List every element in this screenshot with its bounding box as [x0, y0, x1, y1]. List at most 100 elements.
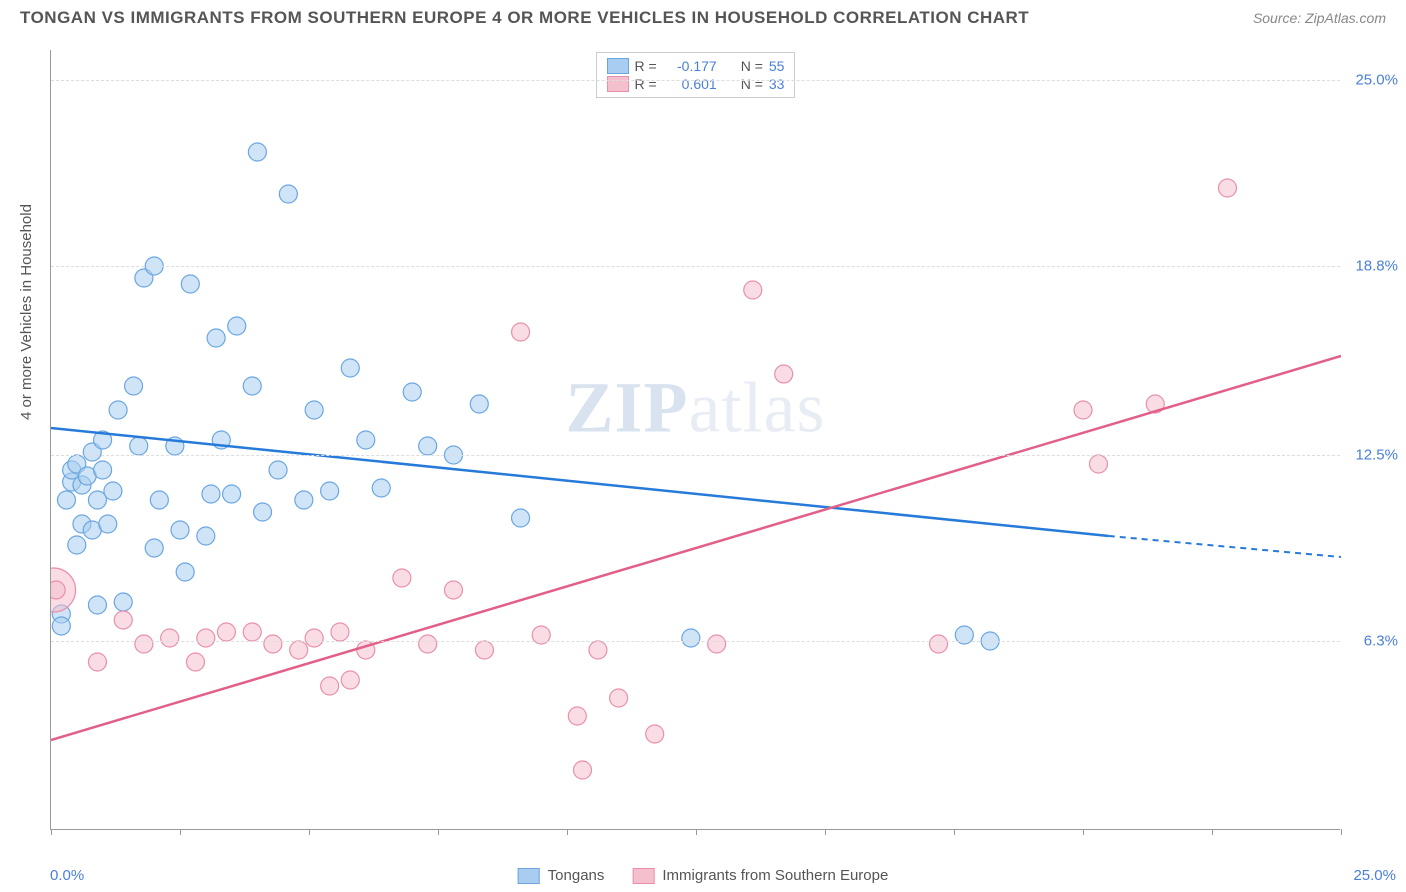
chart-title: TONGAN VS IMMIGRANTS FROM SOUTHERN EUROP… — [20, 8, 1029, 28]
data-point — [104, 482, 122, 500]
data-point — [186, 653, 204, 671]
data-point — [646, 725, 664, 743]
data-point — [150, 491, 168, 509]
data-point — [419, 635, 437, 653]
data-point — [202, 485, 220, 503]
legend-stat-row: R = 0.601 N = 33 — [607, 75, 785, 93]
gridline — [51, 266, 1340, 267]
data-point — [228, 317, 246, 335]
data-point — [305, 629, 323, 647]
data-point — [372, 479, 390, 497]
data-point — [279, 185, 297, 203]
x-tick — [1083, 829, 1084, 835]
data-point — [171, 521, 189, 539]
chart-plot-area: ZIPatlas R = -0.177 N = 55 R = 0.601 N =… — [50, 50, 1340, 830]
data-point — [88, 596, 106, 614]
data-point — [145, 539, 163, 557]
data-point — [99, 515, 117, 533]
data-point — [290, 641, 308, 659]
data-point — [403, 383, 421, 401]
data-point — [52, 617, 70, 635]
data-point — [94, 461, 112, 479]
data-point — [341, 359, 359, 377]
data-point — [589, 641, 607, 659]
data-point — [57, 491, 75, 509]
x-tick — [825, 829, 826, 835]
data-point — [223, 485, 241, 503]
y-axis-label: 4 or more Vehicles in Household — [18, 204, 35, 420]
x-tick — [309, 829, 310, 835]
x-tick — [51, 829, 52, 835]
data-point — [444, 581, 462, 599]
data-point — [243, 623, 261, 641]
data-point — [264, 635, 282, 653]
data-point — [573, 761, 591, 779]
data-point — [568, 707, 586, 725]
data-point — [512, 509, 530, 527]
data-point — [125, 377, 143, 395]
y-tick-label: 18.8% — [1355, 258, 1398, 275]
data-point — [305, 401, 323, 419]
x-tick — [1212, 829, 1213, 835]
legend-correlation: R = -0.177 N = 55 R = 0.601 N = 33 — [596, 52, 796, 98]
data-point — [130, 437, 148, 455]
x-tick — [696, 829, 697, 835]
data-point — [217, 623, 235, 641]
data-point — [109, 401, 127, 419]
y-tick-label: 25.0% — [1355, 72, 1398, 89]
data-point — [68, 536, 86, 554]
data-point — [341, 671, 359, 689]
legend-series-item: Immigrants from Southern Europe — [632, 867, 888, 884]
y-tick-label: 12.5% — [1355, 447, 1398, 464]
data-point — [181, 275, 199, 293]
x-tick — [1341, 829, 1342, 835]
data-point — [708, 635, 726, 653]
gridline — [51, 641, 1340, 642]
x-tick-label: 0.0% — [50, 867, 84, 884]
x-tick — [954, 829, 955, 835]
data-point — [744, 281, 762, 299]
data-point — [161, 629, 179, 647]
data-point — [357, 431, 375, 449]
data-point — [114, 593, 132, 611]
data-point — [331, 623, 349, 641]
legend-series: Tongans Immigrants from Southern Europe — [518, 867, 889, 884]
data-point — [682, 629, 700, 647]
y-tick-label: 6.3% — [1364, 633, 1398, 650]
data-point — [51, 581, 65, 599]
data-point — [207, 329, 225, 347]
data-point — [135, 635, 153, 653]
legend-series-item: Tongans — [518, 867, 605, 884]
data-point — [176, 563, 194, 581]
data-point — [321, 482, 339, 500]
x-tick-label: 25.0% — [1353, 867, 1396, 884]
x-tick — [567, 829, 568, 835]
gridline — [51, 80, 1340, 81]
data-point — [197, 527, 215, 545]
data-point — [610, 689, 628, 707]
source-label: Source: ZipAtlas.com — [1253, 10, 1386, 26]
data-point — [88, 653, 106, 671]
scatter-svg — [51, 50, 1341, 830]
data-point — [321, 677, 339, 695]
data-point — [512, 323, 530, 341]
data-point — [243, 377, 261, 395]
data-point — [475, 641, 493, 659]
data-point — [470, 395, 488, 413]
data-point — [254, 503, 272, 521]
data-point — [775, 365, 793, 383]
data-point — [393, 569, 411, 587]
data-point — [1074, 401, 1092, 419]
data-point — [1218, 179, 1236, 197]
data-point — [114, 611, 132, 629]
data-point — [269, 461, 287, 479]
data-point — [930, 635, 948, 653]
legend-stat-row: R = -0.177 N = 55 — [607, 57, 785, 75]
data-point — [248, 143, 266, 161]
data-point — [197, 629, 215, 647]
data-point — [1089, 455, 1107, 473]
data-point — [295, 491, 313, 509]
data-point — [419, 437, 437, 455]
gridline — [51, 455, 1340, 456]
x-tick — [180, 829, 181, 835]
